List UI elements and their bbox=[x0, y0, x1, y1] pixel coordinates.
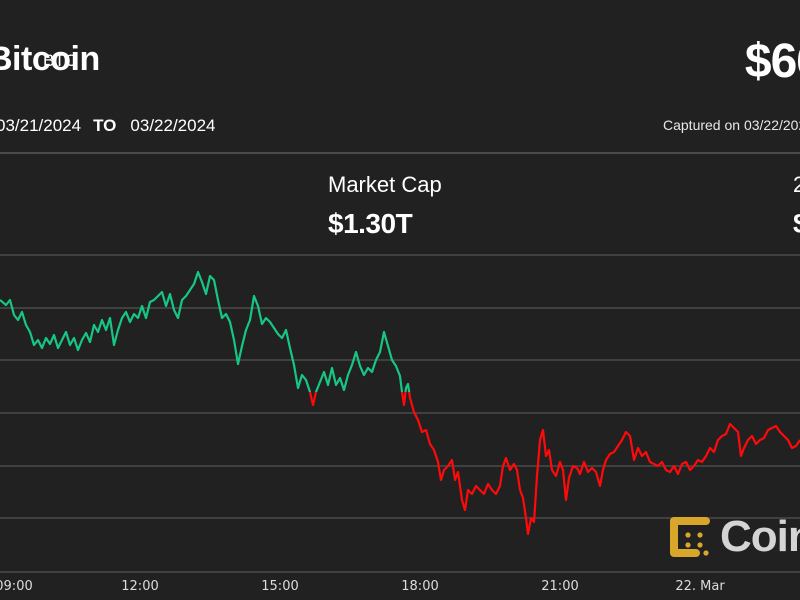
x-tick-label: 09:00 bbox=[0, 579, 33, 594]
current-price: $66,0 bbox=[744, 35, 800, 88]
chart-gridlines bbox=[0, 254, 800, 573]
header-divider bbox=[0, 152, 800, 154]
asset-ticker: BTC bbox=[43, 51, 77, 70]
price-line-down bbox=[308, 392, 800, 536]
to-label: TO bbox=[93, 116, 117, 135]
x-tick-label: 22. Mar bbox=[675, 579, 725, 594]
captured-timestamp: Captured on 03/22/2024 bbox=[663, 117, 800, 133]
x-tick-label: 15:00 bbox=[261, 579, 299, 594]
x-tick-label: 12:00 bbox=[121, 579, 159, 594]
x-tick-label: 18:00 bbox=[401, 579, 439, 594]
from-date: 03/21/2024 bbox=[0, 116, 82, 135]
stat-2-label: 2 bbox=[793, 172, 800, 197]
coindesk-watermark: CoinDesk bbox=[668, 512, 800, 562]
asset-title: Bitcoin bbox=[0, 40, 100, 78]
stat-market-cap-value: $1.30T bbox=[328, 208, 413, 239]
to-date: 03/22/2024 bbox=[130, 116, 216, 135]
stat-2-value: $ bbox=[793, 208, 800, 240]
x-tick-label: 21:00 bbox=[541, 579, 579, 594]
price-line-up bbox=[0, 270, 411, 392]
coindesk-logo-icon bbox=[670, 517, 710, 557]
watermark-text: CoinDesk bbox=[720, 512, 800, 561]
stat-market-cap-label: Market Cap bbox=[328, 172, 442, 197]
date-range: 03/21/2024 TO 03/22/2024 bbox=[0, 116, 216, 136]
